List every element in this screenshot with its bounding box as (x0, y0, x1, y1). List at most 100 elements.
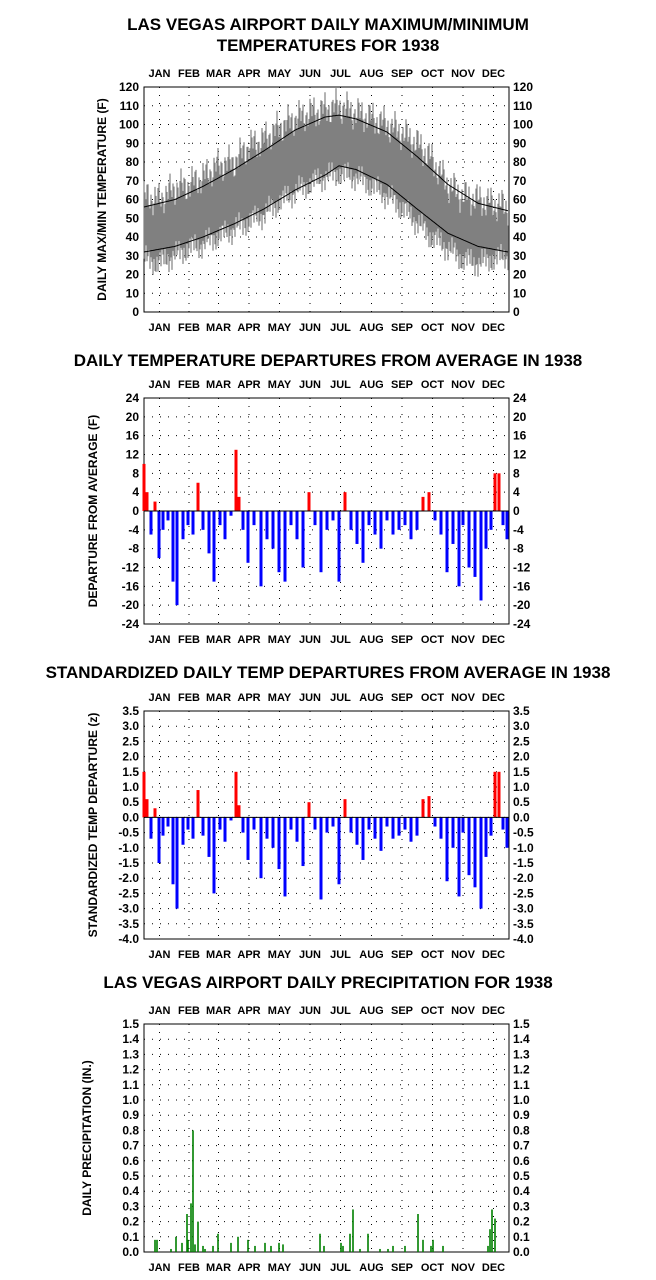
negative-departure-bar (295, 817, 299, 842)
positive-departure-bar (421, 496, 425, 511)
y-tick-label-left: 20 (126, 268, 140, 282)
y-tick-label-right: 100 (513, 118, 533, 132)
month-label-top: JUN (299, 692, 321, 704)
positive-departure-bar (497, 473, 501, 511)
y-tick-label-right: 0 (513, 504, 520, 518)
y-tick-label-right: 12 (513, 448, 527, 462)
y-tick-label-left: 60 (126, 193, 140, 207)
precip-bar (187, 1239, 189, 1252)
negative-departure-bar (461, 817, 465, 833)
month-label-bottom: MAY (268, 322, 292, 334)
positive-departure-bar (237, 496, 241, 511)
month-label-bottom: AUG (359, 1262, 383, 1274)
month-label-top: JUN (299, 379, 321, 391)
y-tick-label-right: 120 (513, 80, 533, 94)
precip-bar (379, 1248, 381, 1252)
negative-departure-bar (457, 511, 461, 587)
y-tick-label-right: 0.6 (513, 1154, 530, 1168)
y-tick-label-right: 1.0 (513, 780, 530, 794)
precip-bar (181, 1242, 183, 1252)
positive-departure-bar (493, 473, 497, 511)
y-tick-label-right: 3.0 (513, 719, 530, 733)
precip-bar (323, 1245, 325, 1252)
y-tick-label-right: 0.3 (513, 1199, 530, 1213)
y-tick-label-right: -0.5 (513, 826, 534, 840)
positive-departure-bar (196, 482, 200, 511)
y-tick-label-right: 0 (513, 305, 520, 319)
month-label-top: DEC (482, 68, 505, 80)
positive-departure-bar (142, 771, 146, 818)
negative-departure-bar (313, 511, 317, 526)
precip-bar (194, 1244, 196, 1252)
month-label-top: DEC (482, 379, 505, 391)
negative-departure-bar (385, 817, 389, 827)
y-tick-label-right: -24 (513, 617, 531, 631)
positive-departure-bar (493, 771, 497, 818)
negative-departure-bar (409, 511, 413, 540)
negative-departure-bar (325, 817, 329, 833)
departure-bars (142, 771, 509, 909)
month-label-top: MAY (268, 692, 292, 704)
month-label-top: MAR (206, 379, 231, 391)
month-label-top: JUN (299, 1005, 321, 1017)
precip-bar (491, 1209, 493, 1252)
y-tick-label-left: 1.0 (122, 780, 139, 794)
negative-departure-bar (301, 817, 305, 867)
month-label-top: APR (237, 692, 260, 704)
y-tick-label-right: 20 (513, 410, 527, 424)
negative-departure-bar (501, 511, 505, 526)
month-label-top: OCT (421, 379, 445, 391)
y-tick-label-left: 40 (126, 230, 140, 244)
y-tick-label-left: -12 (122, 561, 140, 575)
plot-frame (143, 1023, 510, 1253)
negative-departure-bar (319, 817, 323, 900)
y-tick-label-right: 8 (513, 466, 520, 480)
y-tick-label-left: 0.9 (122, 1108, 139, 1122)
negative-departure-bar (403, 817, 407, 830)
month-label-top: SEP (391, 692, 413, 704)
precip-bar (186, 1214, 188, 1252)
month-label-top: FEB (178, 379, 200, 391)
negative-departure-bar (207, 511, 211, 554)
gridlines (144, 1024, 509, 1252)
y-tick-label-left: 0.0 (122, 810, 139, 824)
y-tick-label-right: 90 (513, 136, 527, 150)
month-label-bottom: NOV (451, 634, 476, 646)
y-tick-label-right: 50 (513, 211, 527, 225)
precip-bar (175, 1236, 177, 1252)
normal-max-line (143, 114, 509, 212)
month-label-bottom: SEP (391, 1262, 413, 1274)
month-label-bottom: NOV (451, 949, 476, 961)
negative-departure-bar (489, 511, 493, 530)
month-label-top: AUG (359, 692, 383, 704)
y-tick-label-right: -3.0 (513, 902, 534, 916)
y-tick-label-left: 90 (126, 136, 140, 150)
precip-bar (156, 1239, 158, 1252)
negative-departure-bar (467, 511, 471, 568)
y-tick-label-left: -8 (128, 542, 139, 556)
month-label-bottom: SEP (391, 322, 413, 334)
positive-departure-bar (196, 790, 200, 818)
month-label-top: JUL (330, 692, 351, 704)
month-label-bottom: MAR (206, 949, 231, 961)
y-tick-label-right: 60 (513, 193, 527, 207)
positive-departure-bar (145, 799, 149, 818)
positive-departure-bar (427, 492, 431, 511)
normal-min-line (143, 165, 509, 253)
chart-panel-2: DAILY TEMPERATURE DEPARTURES FROM AVERAG… (74, 351, 583, 646)
y-tick-label-right: 0.2 (513, 1215, 530, 1229)
precip-bar (432, 1239, 434, 1252)
precip-bar (154, 1239, 156, 1252)
negative-departure-bar (241, 511, 245, 530)
negative-departure-bar (367, 817, 371, 830)
month-label-top: JUN (299, 68, 321, 80)
chart-title: LAS VEGAS AIRPORT DAILY PRECIPITATION FO… (103, 973, 552, 992)
negative-departure-bar (433, 511, 437, 521)
y-tick-label-left: 1.2 (122, 1063, 139, 1077)
positive-departure-bar (421, 799, 425, 818)
precip-bar (417, 1214, 419, 1252)
month-label-bottom: FEB (178, 634, 200, 646)
y-tick-label-right: -4 (513, 523, 524, 537)
month-label-top: AUG (359, 1005, 383, 1017)
